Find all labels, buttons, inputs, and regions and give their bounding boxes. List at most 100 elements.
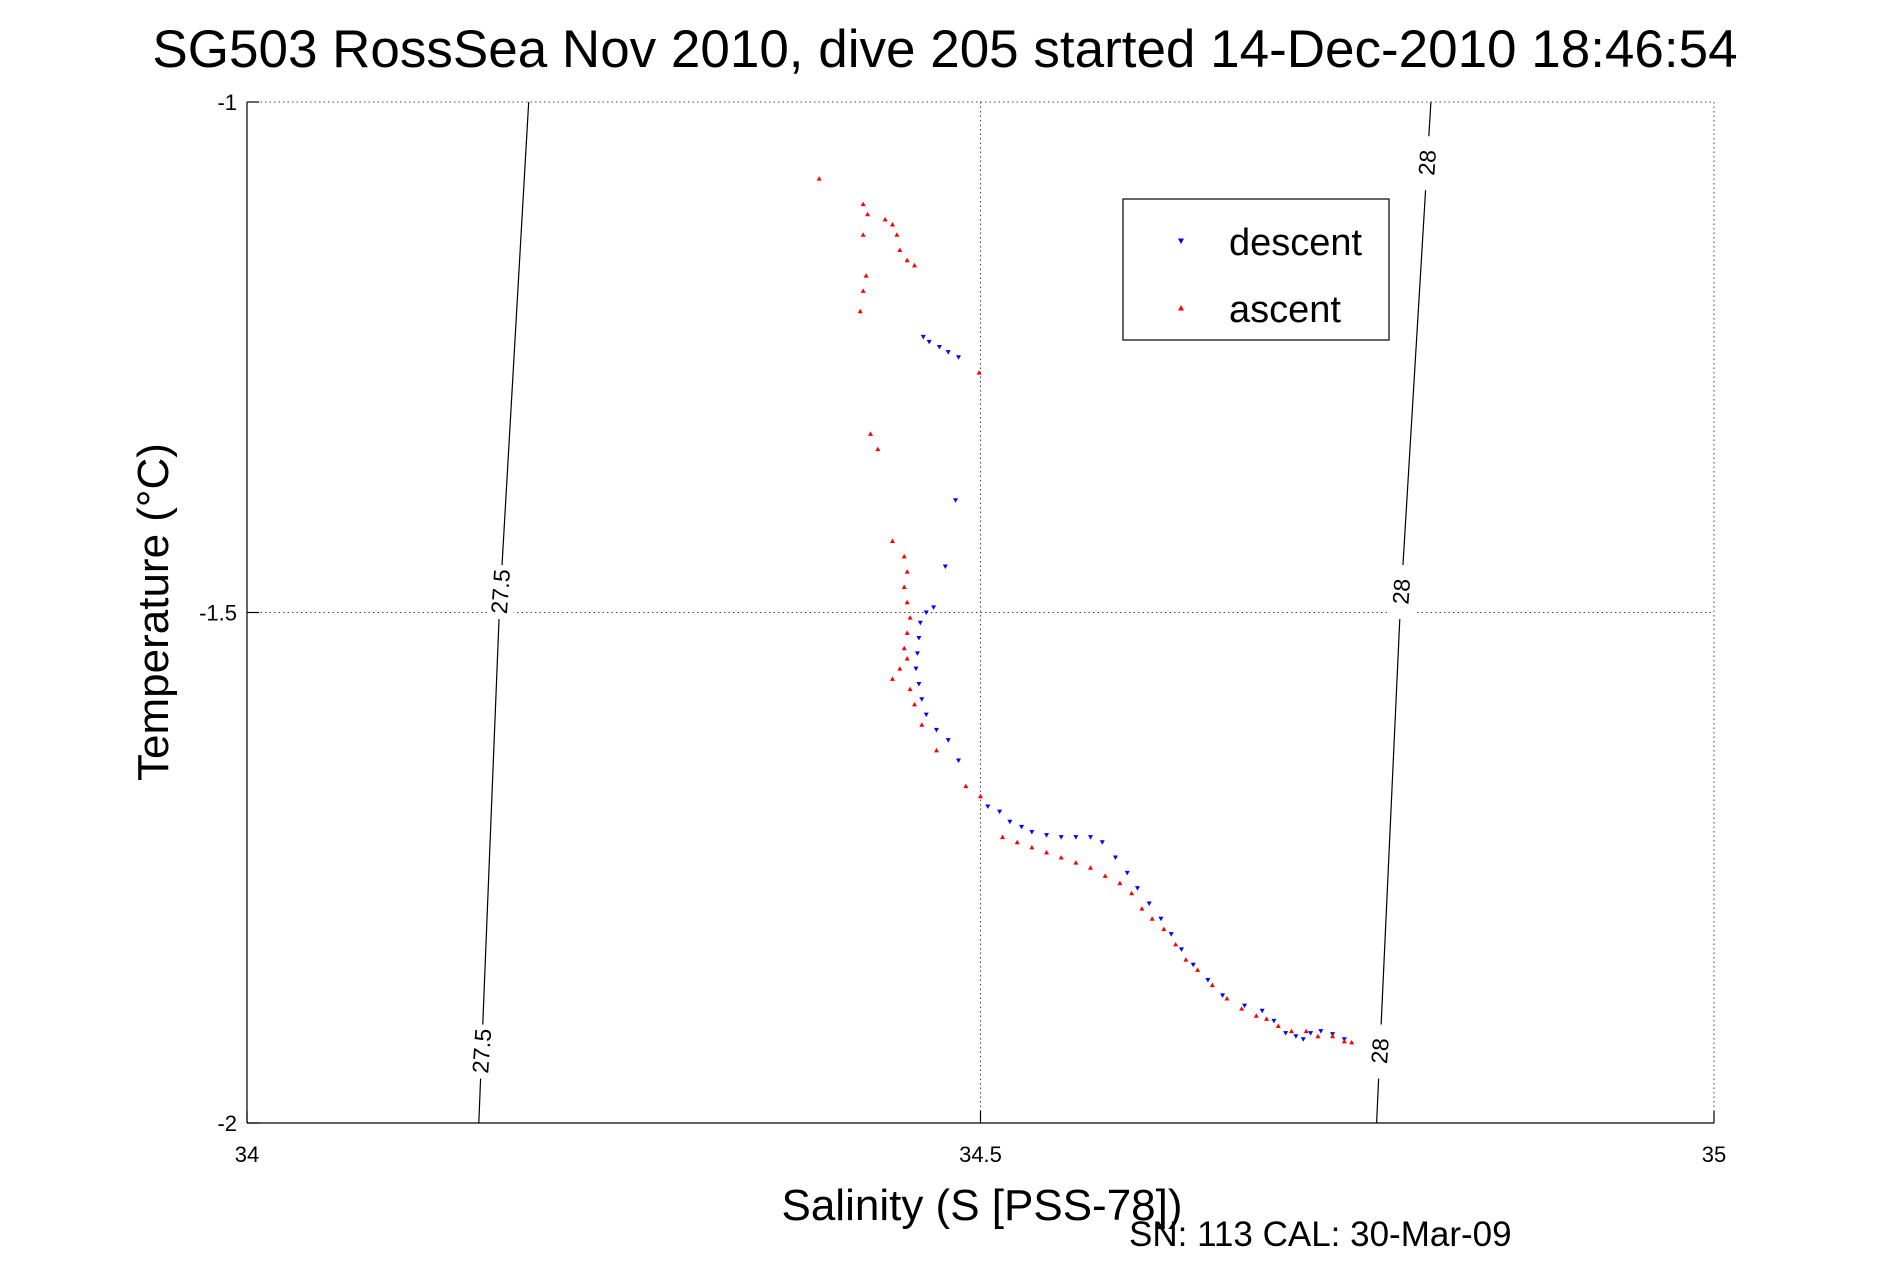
- ascent-point: [1000, 834, 1006, 840]
- axes: [246, 101, 1715, 1124]
- descent-point: [916, 636, 922, 641]
- ascent-point: [816, 176, 822, 181]
- ascent-point: [1303, 1028, 1309, 1034]
- descent-point: [955, 355, 961, 360]
- descent-point: [936, 345, 942, 350]
- contour-label-bg: [1414, 136, 1441, 191]
- ascent-point: [894, 232, 900, 237]
- descent-point: [1029, 830, 1035, 835]
- x-tick-label: 34: [235, 1142, 259, 1167]
- descent-point: [923, 712, 929, 718]
- descent-point: [1124, 870, 1130, 876]
- descent-point: [1158, 916, 1164, 922]
- ascent-point: [904, 257, 910, 263]
- ascent-point: [911, 262, 917, 268]
- grid-lines: [247, 101, 1715, 1123]
- descent-point: [1259, 1008, 1265, 1014]
- descent-point: [914, 651, 920, 656]
- ascent-point: [1149, 916, 1155, 921]
- ascent-point: [1173, 941, 1179, 947]
- legend-marker-ascent: [1178, 305, 1184, 311]
- ascent-point: [904, 569, 910, 574]
- contour-label: 28: [1387, 578, 1415, 605]
- ascent-point: [1264, 1016, 1270, 1021]
- ascent-point: [863, 273, 869, 278]
- descent-point: [1190, 962, 1196, 968]
- ascent-point: [963, 783, 969, 789]
- ascent-point: [978, 793, 983, 799]
- ascent-point: [976, 370, 982, 375]
- descent-point: [1293, 1034, 1299, 1039]
- descent-point: [1007, 819, 1013, 825]
- ascent-point: [904, 655, 910, 661]
- descent-point: [931, 605, 937, 610]
- ascent-point: [860, 201, 866, 207]
- ascent-point: [901, 645, 907, 651]
- ascent-point: [857, 308, 863, 314]
- descent-point: [1088, 835, 1094, 840]
- descent-point: [1300, 1037, 1306, 1042]
- descent-point: [1168, 932, 1174, 937]
- contour-label-bg: [1388, 565, 1415, 620]
- descent-point: [920, 334, 926, 340]
- ascent-point: [867, 431, 873, 436]
- descent-point: [1019, 824, 1025, 830]
- ascent-point: [901, 584, 907, 589]
- x-axis-label: Salinity (S [PSS-78]): [781, 1181, 1182, 1230]
- ascent-point: [1139, 906, 1145, 911]
- descent-point: [913, 666, 919, 672]
- ascent-point: [1224, 995, 1230, 1001]
- contour-label: 28: [1366, 1037, 1394, 1064]
- ascent-point: [1341, 1038, 1347, 1044]
- ascent-point: [1161, 926, 1167, 932]
- descent-point: [1073, 835, 1079, 840]
- contour-label-bg: [468, 1024, 495, 1079]
- y-tick-label: -1.5: [199, 601, 237, 626]
- ascent-point: [1315, 1033, 1321, 1039]
- descent-point: [919, 697, 925, 702]
- descent-point: [1205, 978, 1211, 983]
- ascent-point: [1088, 865, 1094, 870]
- ascent-point: [933, 747, 939, 753]
- ascent-point: [865, 211, 871, 217]
- ascent-point: [1239, 1006, 1245, 1011]
- descent-point: [955, 758, 961, 764]
- ascent-point: [1289, 1028, 1295, 1034]
- descent-point: [1146, 901, 1152, 906]
- ascent-point: [889, 676, 895, 681]
- ascent-point: [911, 701, 917, 707]
- ascent-point: [860, 288, 866, 293]
- ascent-point: [1073, 860, 1079, 865]
- ascent-point: [1044, 849, 1050, 855]
- ascent-point: [1129, 890, 1135, 896]
- ascent-point: [901, 553, 907, 559]
- contour-label: 27.5: [467, 1028, 496, 1074]
- ascent-point: [1102, 873, 1108, 878]
- descent-point: [1058, 835, 1064, 840]
- x-tick-label: 35: [1702, 1142, 1726, 1167]
- legend-marker-descent: [1178, 238, 1184, 244]
- descent-point: [1271, 1018, 1277, 1024]
- ascent-point: [1058, 855, 1064, 860]
- ascent-point: [907, 615, 913, 620]
- contour-label-bg: [487, 565, 514, 620]
- contour-label: 27.5: [486, 568, 515, 614]
- descent-point: [985, 804, 991, 809]
- legend-label-ascent: ascent: [1229, 289, 1341, 331]
- ascent-point: [1029, 844, 1035, 850]
- descent-point: [997, 809, 1003, 815]
- y-axis-label: Temperature (°C): [129, 443, 178, 781]
- ascent-point: [882, 216, 888, 222]
- descent-point: [1308, 1031, 1314, 1036]
- x-tick-label: 34.5: [959, 1142, 1002, 1167]
- calibration-footer: SN: 113 CAL: 30-Mar-09: [1129, 1215, 1512, 1254]
- ascent-point: [1253, 1013, 1259, 1018]
- ascent-point: [889, 538, 895, 544]
- ascent-point: [904, 630, 910, 635]
- ascent-point: [1209, 982, 1215, 988]
- ascent-point: [897, 247, 903, 253]
- descent-point: [942, 564, 948, 570]
- legend-box: [1122, 198, 1390, 341]
- ascent-point: [907, 686, 913, 692]
